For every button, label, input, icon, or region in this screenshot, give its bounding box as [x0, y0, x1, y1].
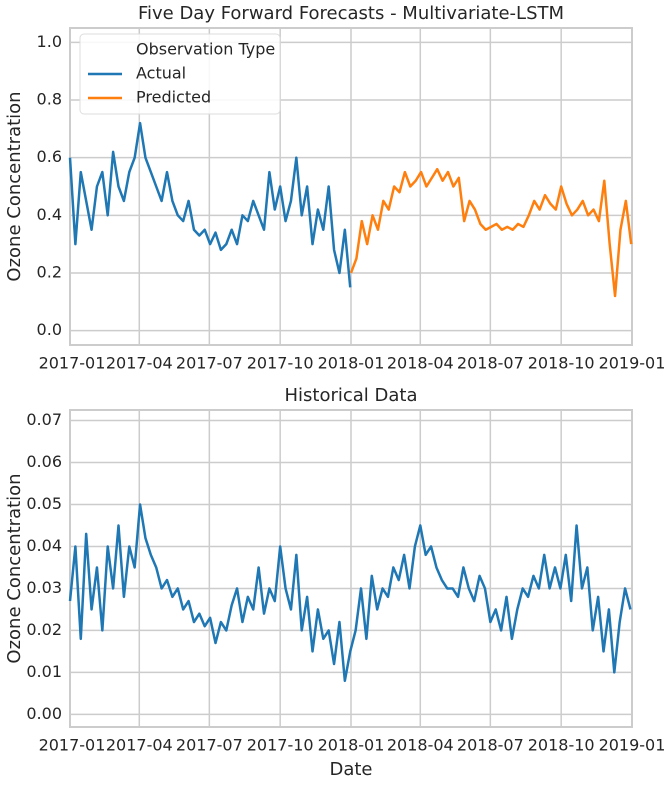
x-tick-label: 2017-10 — [247, 354, 314, 373]
y-tick-label: 0.2 — [37, 262, 62, 281]
x-tick-label: 2017-07 — [176, 736, 243, 755]
y-axis-label: Ozone Concentration — [4, 473, 25, 663]
x-tick-label: 2017-04 — [106, 354, 173, 373]
x-tick-label: 2018-07 — [457, 354, 524, 373]
y-tick-label: 0.04 — [26, 536, 62, 555]
x-tick-label: 2018-04 — [387, 354, 454, 373]
y-tick-label: 0.4 — [37, 205, 62, 224]
axes-frame — [69, 27, 633, 346]
x-tick-label: 2018-01 — [318, 736, 385, 755]
x-tick-label: 2019-01 — [599, 354, 666, 373]
y-tick-label: 0.05 — [26, 494, 62, 513]
y-tick-label: 0.00 — [26, 704, 62, 723]
x-tick-label: 2017-07 — [176, 354, 243, 373]
line — [349, 167, 633, 298]
x-tick-label: 2017-01 — [39, 354, 106, 373]
y-tick-label: 0.0 — [37, 320, 62, 339]
legend-label: Predicted — [136, 88, 211, 107]
line — [68, 121, 352, 288]
chart-title: Historical Data — [284, 385, 417, 406]
x-tick-label: 2017-04 — [106, 736, 173, 755]
y-tick-label: 1.0 — [37, 32, 62, 51]
y-tick-label: 0.03 — [26, 578, 62, 597]
y-tick-label: 0.07 — [26, 410, 62, 429]
y-axis-label: Ozone Concentration — [4, 91, 25, 281]
y-tick-label: 0.02 — [26, 620, 62, 639]
axes-frame — [69, 409, 633, 728]
x-tick-label: 2017-01 — [39, 736, 106, 755]
line — [68, 503, 632, 683]
x-tick-label: 2018-01 — [318, 354, 385, 373]
x-tick-label: 2018-07 — [457, 736, 524, 755]
legend-label: Actual — [136, 64, 186, 83]
x-axis-label: Date — [329, 759, 372, 780]
legend-title: Observation Type — [136, 40, 275, 59]
chart-title: Five Day Forward Forecasts - Multivariat… — [138, 3, 564, 24]
y-tick-label: 0.01 — [26, 662, 62, 681]
x-tick-label: 2019-01 — [599, 736, 666, 755]
x-tick-label: 2018-04 — [387, 736, 454, 755]
x-tick-label: 2018-10 — [528, 736, 595, 755]
legend-box — [79, 33, 281, 115]
y-tick-label: 0.6 — [37, 147, 62, 166]
y-tick-label: 0.8 — [37, 90, 62, 109]
x-tick-label: 2017-10 — [247, 736, 314, 755]
y-tick-label: 0.06 — [26, 452, 62, 471]
x-tick-label: 2018-10 — [528, 354, 595, 373]
